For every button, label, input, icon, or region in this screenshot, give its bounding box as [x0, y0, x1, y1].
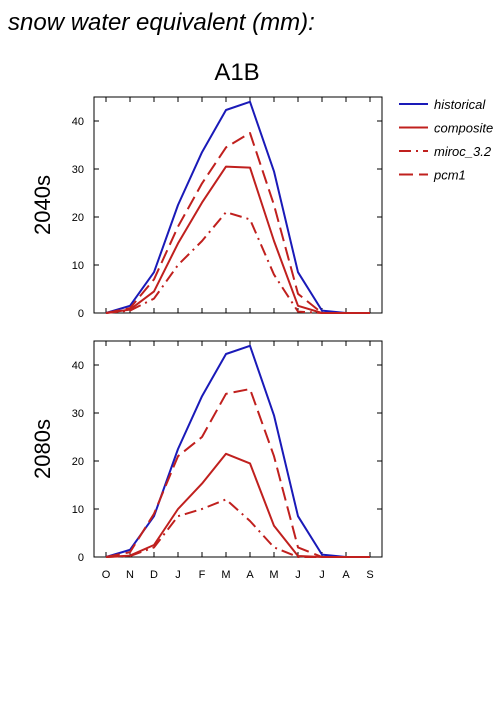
y-tick-label: 0 [78, 308, 84, 320]
y-tick-label: 20 [72, 456, 84, 468]
plot-frame [93, 96, 383, 314]
x-tick-label: F [199, 569, 206, 581]
y-tick-label: 0 [78, 552, 84, 564]
legend-label: composite [434, 121, 493, 136]
scenario-title: A1B [214, 59, 259, 86]
x-tick-label: A [246, 569, 254, 581]
x-tick-label: J [319, 569, 325, 581]
series-line-pcm1 [105, 132, 370, 314]
series-line-pcm1 [105, 388, 370, 558]
x-tick-label: O [102, 569, 111, 581]
series-line-historical [105, 100, 370, 314]
y-tick-label: 30 [72, 164, 84, 176]
series-line-historical [105, 344, 370, 558]
y-tick-label: 20 [72, 212, 84, 224]
series-line-miroc-3-2 [105, 498, 370, 558]
figure-title: snow water equivalent (mm): [8, 9, 315, 36]
y-tick-label: 30 [72, 408, 84, 420]
x-tick-label: D [150, 569, 158, 581]
legend-label: historical [434, 97, 486, 112]
legend-label: miroc_3.2 [434, 144, 492, 159]
panel-2080s: 0 10 20 30 40 O N D J F M A M J J A S 2080s [30, 340, 383, 581]
series-line-composite [105, 452, 370, 558]
y-tick-label: 10 [72, 260, 84, 272]
x-tick-label: N [126, 569, 134, 581]
x-tick-label: M [221, 569, 230, 581]
x-tick-label: A [342, 569, 350, 581]
y-tick-label: 40 [72, 116, 84, 128]
x-tick-label: S [366, 569, 373, 581]
x-tick-label: J [175, 569, 181, 581]
row-label: 2080s [30, 419, 55, 479]
x-tick-label: J [295, 569, 301, 581]
legend: historical composite miroc_3.2 pcm1 [399, 97, 493, 183]
y-tick-label: 40 [72, 360, 84, 372]
legend-label: pcm1 [433, 168, 466, 183]
row-label: 2040s [30, 175, 55, 235]
y-tick-label: 10 [72, 504, 84, 516]
x-tick-label: M [269, 569, 278, 581]
panel-2040s: 0 10 20 30 40 2040s [30, 96, 383, 320]
plot-frame [93, 340, 383, 558]
